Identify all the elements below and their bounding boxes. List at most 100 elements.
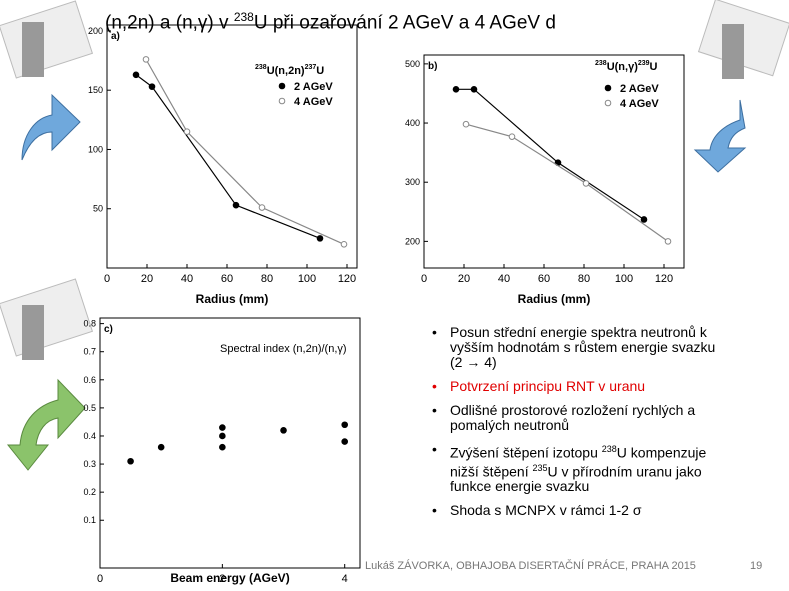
x-tick-label: 80	[578, 273, 590, 285]
plot-frame	[106, 24, 358, 269]
y-tick-label: 50	[93, 204, 103, 214]
x-tick-label: 0	[104, 273, 110, 285]
text: (n,2n) a (n,γ) v	[105, 12, 234, 34]
legend-marker	[604, 84, 612, 92]
data-point	[664, 238, 672, 245]
annotation-text: U	[316, 65, 324, 77]
superscript: 238	[601, 444, 617, 454]
x-tick-label: 60	[538, 273, 550, 285]
x-tick-label: 4	[342, 573, 348, 585]
bullet: Shoda s MCNPX v rámci 1-2 σ	[428, 502, 720, 519]
x-tick-label: 40	[498, 273, 510, 285]
data-point	[316, 235, 324, 242]
plot-frame	[99, 317, 361, 569]
data-point	[219, 432, 226, 440]
y-tick-label: 200	[405, 236, 420, 246]
bullet-list: Posun střední energie spektra neutronů k…	[428, 325, 720, 527]
slide-title: (n,2n) a (n,γ) v 238U při ozařování 2 AG…	[105, 10, 556, 34]
panel-label: c)	[104, 324, 113, 335]
fit-line	[135, 74, 321, 239]
data-point	[640, 216, 648, 223]
data-point	[341, 438, 349, 445]
x-tick-label: 60	[221, 273, 233, 285]
chart: a) 0 20 40 60 80 100 120 50 100 150 200 Radius (mm) 2…	[88, 24, 358, 306]
y-tick-label: 0.7	[83, 347, 96, 357]
annotation-text: U(n,2n)	[267, 65, 305, 77]
bullet: Odlišné prostorové rozložení rychlých a …	[428, 403, 720, 433]
legend-marker	[604, 99, 612, 107]
bullet: Potvrzení principu RNT v uranu	[428, 378, 720, 395]
superscript: 239	[638, 60, 650, 67]
y-tick-label: 300	[405, 177, 420, 187]
text: Shoda s MCNPX v rámci 1-2 σ	[450, 502, 642, 519]
plot-frame	[423, 54, 685, 269]
x-tick-label: 80	[261, 273, 273, 285]
legend-marker	[278, 97, 286, 105]
data-point	[219, 443, 226, 451]
panel-label: a)	[111, 31, 120, 42]
x-tick-label: 0	[97, 573, 103, 585]
annotation: Spectral index (n,2n)/(n,γ)	[220, 343, 347, 355]
x-tick-label: 40	[181, 273, 193, 285]
text: U v přírodním uranu jako funkce energie …	[450, 463, 702, 495]
fit-line	[145, 59, 345, 245]
decoration	[0, 0, 789, 471]
y-tick-label: 0.2	[83, 487, 96, 497]
y-tick-label: 200	[88, 26, 103, 36]
data-point	[470, 86, 478, 93]
data-point	[462, 120, 470, 128]
data-point	[232, 201, 240, 209]
footer: Lukáš ZÁVORKA, OBHAJOBA DISERTAČNÍ PRÁCE…	[365, 560, 696, 572]
data-point	[127, 457, 134, 465]
y-tick-label: 100	[88, 144, 103, 154]
data-point	[582, 180, 590, 187]
y-tick-label: 0.3	[83, 459, 96, 469]
y-tick-label: 500	[405, 59, 420, 69]
data-point	[132, 71, 140, 79]
y-tick-label: 0.4	[83, 431, 96, 441]
chart: c) 0 2 4 0.1 0.2 0.3 0.4 0.5 0.6 0.7 0.8 Beam energy…	[83, 317, 361, 585]
x-axis-title: Radius (mm)	[518, 292, 591, 306]
chart: b) 0 20 40 60 80 100 120 200 300 400 500 Radius (mm)…	[405, 54, 685, 306]
x-tick-label: 20	[141, 273, 153, 285]
data-point	[280, 427, 287, 434]
text: Zvýšení štěpení izotopu	[450, 444, 602, 461]
superscript: 238	[255, 64, 267, 71]
fit-line	[465, 123, 669, 242]
data-point	[183, 128, 191, 135]
x-tick-label: 100	[298, 273, 316, 285]
text: U kompenzuje nižší štěpení	[450, 444, 707, 480]
legend-label: 2 AGeV	[294, 81, 333, 93]
legend-label: 2 AGeV	[620, 83, 659, 95]
y-tick-label: 0.6	[83, 375, 96, 385]
superscript: 237	[305, 64, 317, 71]
data-point	[142, 56, 150, 63]
data-point	[508, 133, 516, 140]
legend-marker	[278, 82, 286, 90]
y-tick-label: 0.5	[83, 403, 96, 413]
annotation-text: U(n,γ)	[607, 61, 639, 73]
x-axis-title: Beam energy (AGeV)	[170, 571, 289, 585]
data-point	[341, 421, 349, 429]
data-point	[148, 83, 156, 90]
data-point	[340, 240, 348, 248]
superscript: 235	[532, 462, 548, 473]
text: U při ozařování 2 AGeV a 4 AGeV d	[253, 12, 556, 34]
bullet: Posun střední energie spektra neutronů k…	[428, 325, 720, 370]
page-number: 19	[750, 560, 763, 572]
data-point	[452, 86, 460, 93]
y-tick-label: 0.1	[83, 515, 96, 525]
text: Posun střední energie spektra neutronů k…	[450, 324, 716, 370]
y-tick-label: 150	[88, 85, 103, 95]
annotation: 238U(n,γ)239U	[595, 60, 658, 73]
text: Potvrzení principu RNT v uranu	[450, 378, 646, 394]
data-point	[157, 443, 165, 451]
bullet: Zvýšení štěpení izotopu 238U kompenzuje …	[428, 442, 720, 494]
superscript: 238	[233, 10, 254, 24]
data-point	[219, 424, 226, 431]
panel-label: b)	[428, 61, 437, 72]
annotation-text: U	[650, 61, 658, 73]
annotation-text: Spectral index (n,2n)/(n,γ)	[220, 343, 347, 355]
x-axis-title: Radius (mm)	[196, 292, 269, 306]
